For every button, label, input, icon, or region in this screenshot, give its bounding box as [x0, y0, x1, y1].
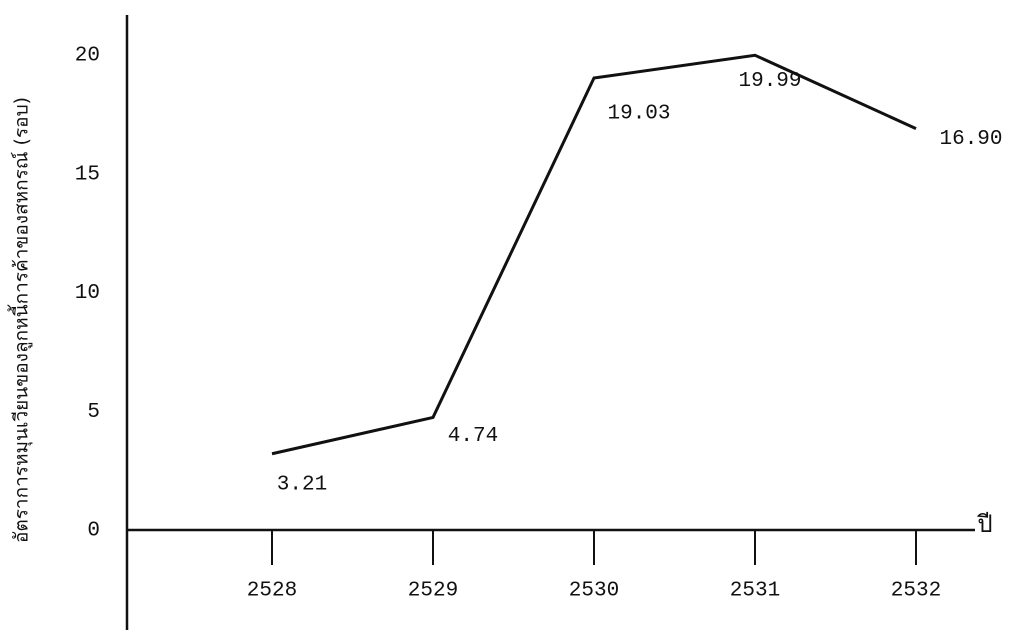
- x-axis-label: ปี: [976, 510, 992, 538]
- value-label: 19.03: [607, 103, 670, 126]
- value-label: 4.74: [448, 425, 498, 448]
- y-tick-label: 20: [75, 45, 100, 68]
- y-tick-label: 10: [75, 282, 100, 305]
- x-tick-label: 2532: [891, 580, 941, 603]
- y-axis-label: อัตราการหมุนเวียนของลูกหนี้การค้าของสหกร…: [8, 97, 34, 543]
- value-label: 16.90: [939, 128, 1002, 151]
- value-label: 3.21: [277, 473, 327, 496]
- data-line: [271, 53, 917, 456]
- value-label: 19.99: [738, 70, 801, 93]
- x-tick-label: 2528: [247, 580, 297, 603]
- x-tick-label: 2529: [408, 580, 458, 603]
- x-tick-label: 2530: [569, 580, 619, 603]
- x-tick-label: 2531: [730, 580, 780, 603]
- y-tick-label: 0: [87, 520, 100, 543]
- y-tick-label: 15: [75, 163, 100, 186]
- y-tick-label: 5: [87, 401, 100, 424]
